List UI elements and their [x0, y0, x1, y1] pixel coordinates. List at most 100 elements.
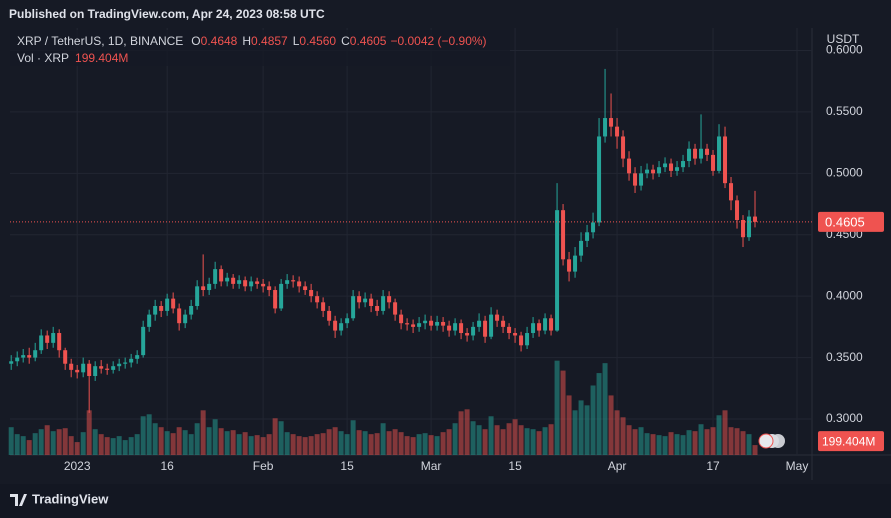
candles	[9, 68, 758, 413]
volume-bar	[356, 430, 362, 455]
volume-bar	[44, 425, 50, 455]
volume-bar	[428, 435, 434, 455]
volume-bar	[8, 427, 14, 455]
volume-bar	[92, 429, 98, 455]
volume-bar	[518, 425, 524, 455]
volume-bar	[548, 424, 554, 455]
volume-bar	[380, 423, 386, 455]
candle-body	[189, 305, 194, 315]
volume-bar	[128, 437, 134, 455]
candle-body	[519, 335, 524, 346]
volume-bar	[644, 433, 650, 455]
candle-body	[153, 305, 158, 315]
candle-body	[87, 363, 92, 377]
candle-body	[213, 269, 218, 284]
x-tick-label: 17	[706, 459, 720, 473]
volume-bar	[224, 431, 230, 455]
candle-body	[207, 283, 212, 291]
volume-bar	[590, 385, 596, 455]
ohlc-key: L	[293, 34, 300, 48]
candle-body	[159, 305, 164, 311]
volume-value: 199.404M	[75, 51, 128, 65]
volume-bar	[578, 400, 584, 455]
volume-bar	[56, 429, 62, 455]
candle-body	[471, 326, 476, 336]
candle-body	[585, 232, 590, 241]
volume-bar	[230, 430, 236, 455]
volume-bar	[740, 431, 746, 455]
candle-body	[417, 323, 422, 327]
volume-bar	[698, 424, 704, 455]
volume-bar	[494, 425, 500, 455]
volume-value-box	[818, 431, 884, 452]
volume-bar	[32, 433, 38, 455]
candle-body	[105, 368, 110, 370]
volume-bar	[170, 433, 176, 455]
candle-body	[549, 318, 554, 331]
candle-body	[465, 333, 470, 336]
candle-body	[615, 126, 620, 137]
ohlc-value: 0.4560	[299, 34, 336, 48]
candle-body	[93, 366, 98, 377]
candle-body	[435, 321, 440, 326]
candle-body	[75, 369, 80, 373]
volume-bar	[530, 429, 536, 455]
candle-body	[333, 320, 338, 331]
candle-body	[147, 314, 152, 327]
volume-bar	[554, 360, 560, 455]
candle-body	[729, 183, 734, 201]
volume-bar	[332, 427, 338, 455]
volume-bar	[608, 395, 614, 455]
volume-bar	[746, 434, 752, 455]
candle-body	[237, 280, 242, 284]
volume-bar	[302, 437, 308, 455]
price-unit: USDT	[827, 32, 860, 46]
candle-body	[495, 314, 500, 321]
volume-bar	[566, 395, 572, 455]
candle-body	[279, 283, 284, 309]
candle-body	[489, 314, 494, 337]
candle-body	[51, 333, 56, 343]
volume-bar	[674, 434, 680, 455]
candle-body	[441, 321, 446, 326]
candle-body	[171, 298, 176, 309]
candle-body	[327, 310, 332, 321]
candle-body	[387, 296, 392, 303]
volume-bar	[716, 415, 722, 455]
candle-body	[375, 305, 380, 311]
candle-body	[711, 154, 716, 171]
volume-bar	[722, 410, 728, 455]
volume-bar	[68, 436, 74, 455]
candle-body	[507, 326, 512, 334]
ohlc-value: 0.4605	[350, 34, 387, 48]
volume-bar	[620, 417, 626, 455]
candle-body	[627, 158, 632, 174]
volume-bar	[194, 423, 200, 455]
x-tick-label: Feb	[253, 459, 274, 473]
volume-name: Vol · XRP	[17, 51, 69, 65]
ohlc-key: C	[341, 34, 350, 48]
volume-bar	[662, 436, 668, 455]
candle-body	[543, 318, 548, 331]
volume-bar	[80, 432, 86, 455]
volume-bar	[200, 410, 206, 455]
volume-bar	[98, 434, 104, 455]
volume-bar	[584, 405, 590, 455]
candle-body	[39, 335, 44, 351]
volume-bar	[704, 429, 710, 455]
candle-body	[747, 216, 752, 238]
volume-bar	[374, 433, 380, 455]
volume-bar	[368, 434, 374, 455]
volume-bar	[278, 421, 284, 455]
volume-bar	[320, 433, 326, 455]
candle-body	[123, 362, 128, 364]
volume-bar	[146, 414, 152, 455]
volume-bar	[272, 418, 278, 455]
candle-body	[63, 350, 68, 364]
volume-bar	[206, 427, 212, 455]
x-tick-label: 16	[160, 459, 174, 473]
volume-bar	[386, 431, 392, 455]
candle-body	[117, 363, 122, 367]
volume-bar	[398, 432, 404, 455]
flags	[758, 433, 785, 449]
